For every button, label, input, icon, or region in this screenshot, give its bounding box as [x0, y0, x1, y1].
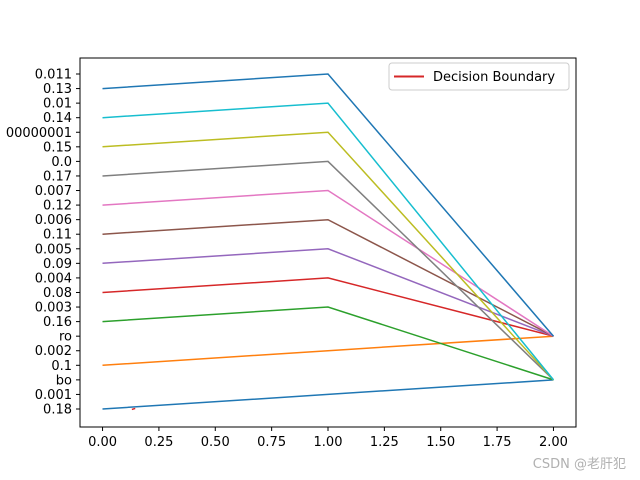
y-tick-label: 0.08: [43, 286, 72, 301]
y-tick-label: 0.11: [43, 228, 72, 243]
x-tick-label: 1.50: [426, 435, 455, 450]
plot-frame: [79, 57, 577, 428]
y-tick-label: 0.18: [43, 403, 72, 418]
legend: Decision Boundary: [388, 62, 570, 91]
y-tick-label: 0.01: [43, 97, 72, 112]
y-tick-label: 0.004: [35, 271, 72, 286]
y-tick-label: 0.1: [51, 359, 72, 374]
y-tick-label: 0.17: [43, 169, 72, 184]
x-tick-label: 0.25: [144, 435, 173, 450]
y-tick-label: 0.011: [35, 68, 72, 83]
series-layer: [102, 73, 555, 410]
x-tick-label: 1.00: [314, 435, 343, 450]
y-tick-label: bo: [56, 373, 72, 388]
series-line-8: [102, 131, 555, 381]
legend-box: [388, 62, 570, 91]
legend-label: Decision Boundary: [433, 70, 555, 85]
x-tick-label: 0.75: [257, 435, 286, 450]
series-line-9: [102, 102, 555, 381]
series-line-2: [102, 306, 554, 381]
series-line-7: [102, 160, 555, 381]
x-tick-label: 0.50: [201, 435, 230, 450]
x-axis: 0.00 0.25 0.50 0.75 1.00 1.25 1.50 1.75 2.00: [88, 427, 568, 450]
x-tick-label: 2.00: [539, 435, 568, 450]
y-tick-label: 0.005: [35, 242, 72, 257]
y-tick-label: 0.12: [43, 199, 72, 214]
y-tick-label: 00000001: [6, 126, 72, 141]
y-tick-label: 0.007: [35, 184, 72, 199]
x-tick-label: 1.25: [370, 435, 399, 450]
y-tick-label: 0.001: [35, 388, 72, 403]
y-tick-label: 0.16: [43, 315, 72, 330]
series-line-10: [102, 73, 555, 337]
y-tick-label: 0.09: [43, 257, 72, 272]
y-tick-label: 0.15: [43, 140, 72, 155]
y-tick-label: 0.14: [43, 111, 72, 126]
decision-boundary-layer: [131, 407, 136, 411]
y-tick-label: 0.002: [35, 344, 72, 359]
series-line-1: [102, 335, 554, 367]
y-tick-label: 0.13: [43, 82, 72, 97]
watermark: CSDN @老肝犯: [532, 457, 626, 472]
y-tick-label: ro: [59, 330, 72, 345]
x-tick-label: 1.75: [483, 435, 512, 450]
x-tick-label: 0.00: [88, 435, 117, 450]
y-tick-label: 0.003: [35, 301, 72, 316]
series-line-3: [102, 277, 554, 337]
series-line-0: [102, 379, 554, 410]
y-tick-label: 0.006: [35, 213, 72, 228]
y-tick-label: 0.0: [51, 155, 72, 170]
decision-boundary-line: [131, 407, 136, 411]
y-axis: 0.180.001bo0.10.002ro0.160.0030.080.0040…: [6, 68, 80, 418]
